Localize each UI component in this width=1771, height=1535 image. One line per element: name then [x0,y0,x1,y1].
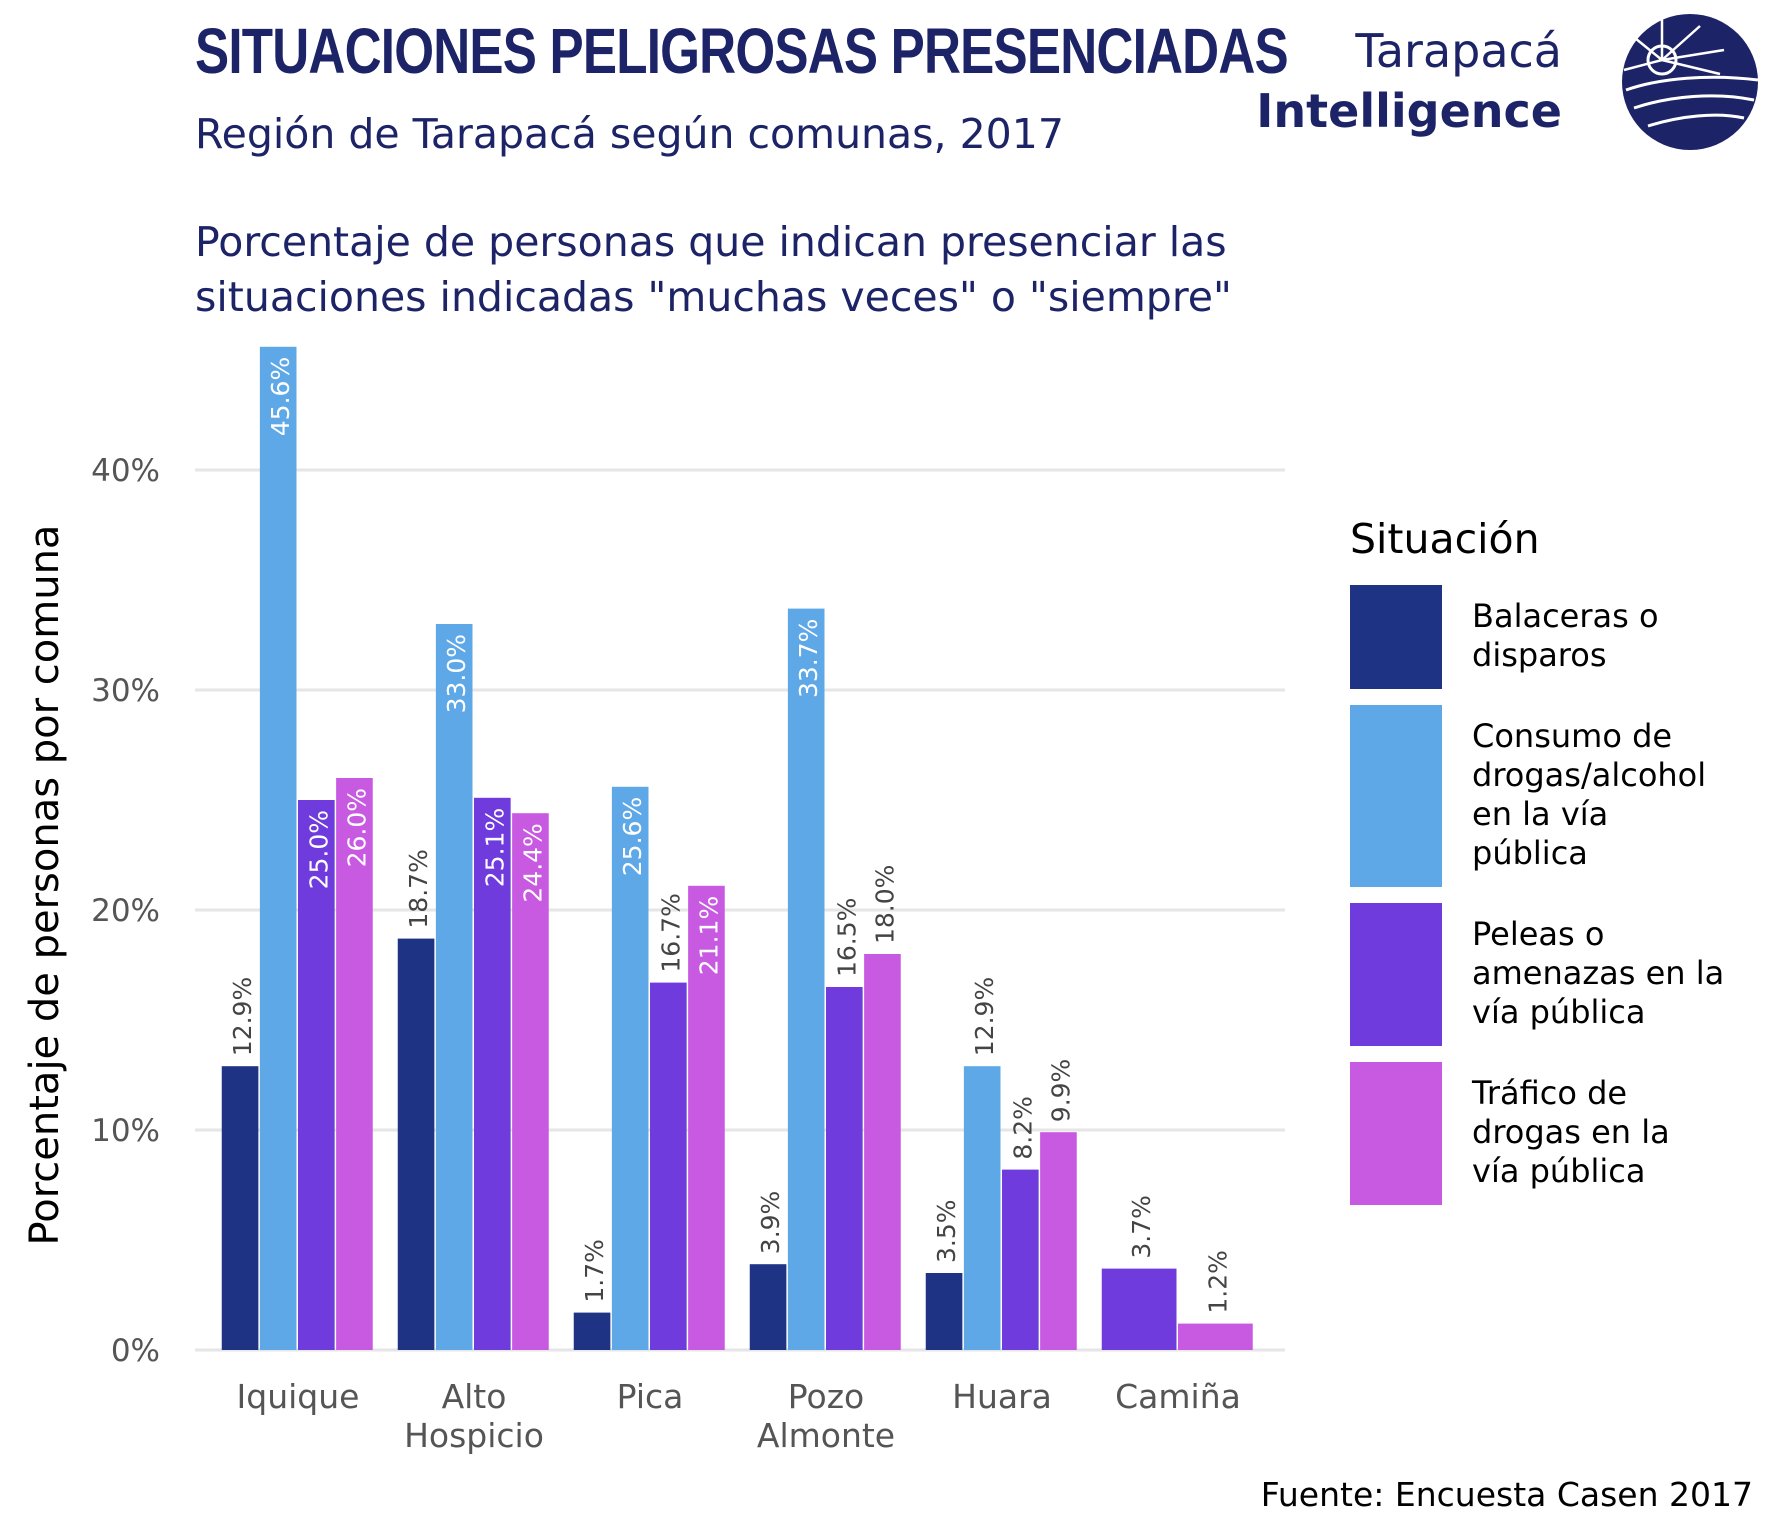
bar-value-label: 24.4% [518,823,547,902]
logo: Tarapacá Intelligence [1256,12,1760,154]
bars [221,346,1253,1350]
logo-text-intelligence: Intelligence [1256,84,1562,138]
bar [298,800,335,1350]
legend-items: Balaceras o disparos Consumo de drogas/alco… [1350,585,1760,1221]
bar [1178,1323,1253,1350]
legend-title: Situación [1350,515,1540,563]
bar-value-label: 25.1% [480,808,509,887]
sun-sea-emblem-icon [1622,14,1759,150]
legend-label-line: vía pública [1472,993,1646,1031]
legend-swatch [1350,903,1442,1046]
chart-subtitle: Región de Tarapacá según comunas, 2017 [195,110,1064,158]
bar-value-label: 8.2% [1008,1096,1037,1160]
bar-value-label: 18.7% [404,849,433,928]
bar-value-label: 45.6% [266,357,295,436]
legend-label: Consumo de drogas/alcohol en la vía pública [1472,717,1762,873]
legend-swatch [1350,1062,1442,1205]
legend-swatch [1350,705,1442,887]
legend-label-line: drogas en la [1472,1113,1670,1151]
bar-value-label: 9.9% [1046,1059,1075,1123]
bar-value-label: 1.2% [1203,1250,1232,1314]
bar-value-label: 3.9% [756,1191,785,1255]
bar [1101,1268,1177,1350]
y-axis: 0% 10% 20% 30% 40% [91,453,160,1369]
bar [688,885,725,1350]
legend-label: Balaceras o disparos [1472,597,1762,675]
bar-value-label: 16.7% [656,893,685,972]
x-tick-label: Camiña [1115,1377,1241,1416]
bar-value-label: 16.5% [832,898,861,977]
bar-value-label: 33.7% [794,619,823,698]
bar [611,786,649,1350]
x-tick-label: Iquique [237,1377,360,1416]
bar [435,624,473,1350]
x-tick-label: Huara [952,1377,1052,1416]
legend-label-line: en la vía [1472,795,1609,833]
legend-label-line: Consumo de [1472,717,1673,755]
description-line-2: situaciones indicadas "muchas veces" o "… [195,273,1232,321]
bar-value-label: 3.7% [1127,1195,1156,1259]
legend-label: Peleas o amenazas en la vía pública [1472,915,1762,1032]
bar-value-label: 25.6% [618,797,647,876]
bar [650,982,687,1350]
bar [397,938,435,1350]
legend-label: Tráfico de drogas en la vía pública [1472,1074,1762,1191]
legend-item: Balaceras o disparos [1350,585,1760,705]
bar [336,778,373,1350]
x-tick-label: Pozo Almonte [757,1377,895,1455]
bar-value-label: 12.9% [228,977,257,1056]
bar [1002,1169,1039,1350]
bar-value-label: 25.0% [304,810,333,889]
legend-label-line: Balaceras o [1472,597,1659,635]
description-line-1: Porcentaje de personas que indican prese… [195,218,1227,266]
y-axis-label: Porcentaje de personas por comuna [22,525,68,1246]
x-axis: Iquique Alto Hospicio Pica Pozo Almonte Huara C… [237,1377,1241,1455]
chart-title: SITUACIONES PELIGROSAS PRESENCIADAS [195,15,1289,87]
legend-label-line: amenazas en la [1472,954,1725,992]
bar [826,987,863,1350]
bar [573,1312,611,1350]
x-tick-label: Pica [617,1377,684,1416]
legend-item: Peleas o amenazas en la vía pública [1350,903,1760,1062]
bar [221,1066,259,1350]
bar-value-label: 12.9% [970,977,999,1056]
legend-swatch [1350,585,1442,689]
bar [512,813,549,1350]
bar-value-label: 3.5% [932,1199,961,1263]
bar-value-label: 18.0% [870,865,899,944]
bar-value-label: 1.7% [580,1239,609,1303]
bar [259,346,297,1350]
bar [1040,1132,1077,1350]
y-tick-label: 30% [91,673,160,709]
logo-text-tarapaca: Tarapacá [1355,24,1562,78]
bar-value-label: 21.1% [694,896,723,975]
legend: Situación Balaceras o disparos Consumo de d… [1350,515,1760,1221]
legend-label-line: Tráfico de [1472,1074,1628,1112]
bar [925,1273,963,1350]
x-tick-label: Alto Hospicio [404,1377,544,1455]
bar-value-label: 26.0% [342,788,371,867]
bar-value-label: 33.0% [442,634,471,713]
legend-label-line: disparos [1472,636,1607,674]
chart-description: Porcentaje de personas que indican prese… [195,215,1232,325]
bar [963,1066,1001,1350]
y-tick-label: 0% [111,1333,160,1369]
legend-label-line: pública [1472,834,1588,872]
y-tick-label: 40% [91,453,160,489]
legend-label-line: vía pública [1472,1152,1646,1190]
bar [787,608,825,1350]
y-tick-label: 10% [91,1113,160,1149]
bar [864,954,901,1350]
legend-item: Consumo de drogas/alcohol en la vía pública [1350,705,1760,903]
legend-label-line: Peleas o [1472,915,1605,953]
legend-item: Tráfico de drogas en la vía pública [1350,1062,1760,1221]
data-labels: 12.9% 45.6% 25.0% 26.0% 18.7% 33.0% 25.1% 24.4%… [228,357,1232,1314]
y-tick-label: 20% [91,893,160,929]
bar [474,797,511,1350]
legend-label-line: drogas/alcohol [1472,756,1707,794]
source-note: Fuente: Encuesta Casen 2017 [1260,1475,1753,1514]
bar [749,1264,787,1350]
